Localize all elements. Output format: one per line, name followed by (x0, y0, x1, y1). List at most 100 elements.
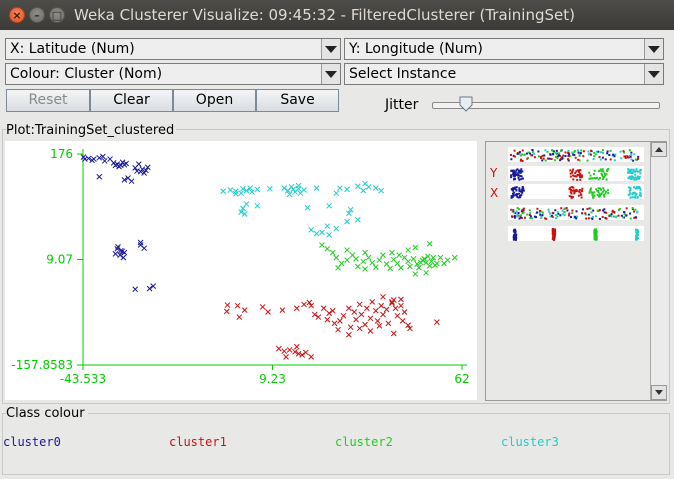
attribute-point[interactable] (590, 149, 593, 152)
attribute-point[interactable] (523, 153, 526, 156)
attribute-point[interactable] (519, 154, 522, 157)
attribute-point[interactable] (516, 193, 519, 196)
attribute-point[interactable] (571, 171, 574, 174)
attribute-point[interactable] (519, 159, 522, 162)
attribute-point[interactable] (551, 238, 554, 241)
attribute-point[interactable] (597, 191, 600, 194)
attribute-point[interactable] (515, 194, 518, 197)
attribute-point[interactable] (544, 149, 547, 152)
attribute-point[interactable] (516, 195, 519, 198)
attribute-point[interactable] (639, 192, 642, 195)
attribute-point[interactable] (600, 188, 603, 191)
attribute-point[interactable] (580, 190, 583, 193)
attribute-point[interactable] (582, 150, 585, 153)
attribute-point[interactable] (561, 213, 564, 216)
attribute-point[interactable] (638, 194, 641, 197)
attribute-point[interactable] (521, 170, 524, 173)
attribute-point[interactable] (515, 169, 518, 172)
attribute-point[interactable] (622, 216, 625, 219)
attribute-point[interactable] (584, 212, 587, 215)
attribute-point[interactable] (627, 156, 630, 159)
attribute-point[interactable] (554, 230, 557, 233)
attribute-point[interactable] (512, 194, 515, 197)
attribute-point[interactable] (602, 178, 605, 181)
attribute-point[interactable] (577, 173, 580, 176)
attribute-point[interactable] (604, 174, 607, 177)
attribute-point[interactable] (548, 157, 551, 160)
chevron-down-icon[interactable] (321, 64, 340, 84)
attribute-point[interactable] (615, 216, 618, 219)
attribute-point[interactable] (628, 189, 631, 192)
attribute-point[interactable] (520, 194, 523, 197)
attribute-point[interactable] (604, 192, 607, 195)
attribute-point[interactable] (592, 158, 595, 161)
attribute-point[interactable] (631, 172, 634, 175)
attribute-point[interactable] (511, 189, 514, 192)
attribute-point[interactable] (576, 178, 579, 181)
attribute-point[interactable] (604, 217, 607, 220)
attribute-point[interactable] (635, 228, 638, 231)
attribute-point[interactable] (517, 196, 520, 199)
attribute-point[interactable] (587, 217, 590, 220)
attribute-point[interactable] (604, 158, 607, 161)
attribute-point[interactable] (520, 217, 523, 220)
attribute-point[interactable] (571, 186, 574, 189)
attribute-point[interactable] (578, 159, 581, 162)
colour-select[interactable]: Colour: Cluster (Nom) (5, 63, 341, 85)
attribute-point[interactable] (541, 214, 544, 217)
attribute-point[interactable] (639, 172, 642, 175)
attribute-point[interactable] (571, 212, 574, 215)
attribute-point[interactable] (575, 210, 578, 213)
attribute-point[interactable] (520, 175, 523, 178)
attribute-point[interactable] (597, 190, 600, 193)
attribute-point[interactable] (593, 169, 596, 172)
attribute-point[interactable] (591, 217, 594, 220)
maximize-window-button[interactable]: □ (49, 7, 65, 23)
attribute-point[interactable] (537, 150, 540, 153)
attribute-point[interactable] (516, 215, 519, 218)
attribute-point[interactable] (603, 211, 606, 214)
attribute-point[interactable] (627, 186, 630, 189)
attribute-point[interactable] (521, 212, 524, 215)
attribute-point[interactable] (603, 208, 606, 211)
attribute-point[interactable] (512, 154, 515, 157)
attribute-point[interactable] (572, 174, 575, 177)
attribute-point[interactable] (569, 175, 572, 178)
attribute-point[interactable] (551, 228, 554, 231)
attribute-point[interactable] (570, 195, 573, 198)
attribute-point[interactable] (601, 168, 604, 171)
attribute-point[interactable] (636, 228, 639, 231)
attribute-point[interactable] (623, 151, 626, 154)
attribute-point[interactable] (562, 157, 565, 160)
attribute-point[interactable] (550, 214, 553, 217)
attribute-point[interactable] (588, 177, 591, 180)
attribute-point[interactable] (588, 171, 591, 174)
attribute-point[interactable] (605, 217, 608, 220)
attribute-point[interactable] (628, 171, 631, 174)
attribute-point[interactable] (580, 196, 583, 199)
attribute-point[interactable] (636, 234, 639, 237)
attribute-point[interactable] (606, 189, 609, 192)
attribute-point[interactable] (544, 217, 547, 220)
attribute-point[interactable] (540, 215, 543, 218)
attribute-point[interactable] (614, 153, 617, 156)
attribute-point[interactable] (547, 208, 550, 211)
attribute-point[interactable] (573, 150, 576, 153)
attribute-point[interactable] (512, 174, 515, 177)
attribute-point[interactable] (627, 193, 630, 196)
attribute-point[interactable] (519, 214, 522, 217)
attribute-point[interactable] (567, 214, 570, 217)
attribute-point[interactable] (605, 178, 608, 181)
attribute-point[interactable] (629, 187, 632, 190)
attribute-point[interactable] (593, 231, 596, 234)
attribute-point[interactable] (601, 175, 604, 178)
scroll-down-icon[interactable] (651, 385, 667, 400)
attribute-point[interactable] (523, 216, 526, 219)
attribute-point[interactable] (629, 155, 632, 158)
attribute-point[interactable] (634, 192, 637, 195)
attribute-point[interactable] (597, 187, 600, 190)
attribute-point[interactable] (577, 171, 580, 174)
attribute-point[interactable] (607, 168, 610, 171)
attribute-point[interactable] (577, 151, 580, 154)
attribute-point[interactable] (630, 177, 633, 180)
